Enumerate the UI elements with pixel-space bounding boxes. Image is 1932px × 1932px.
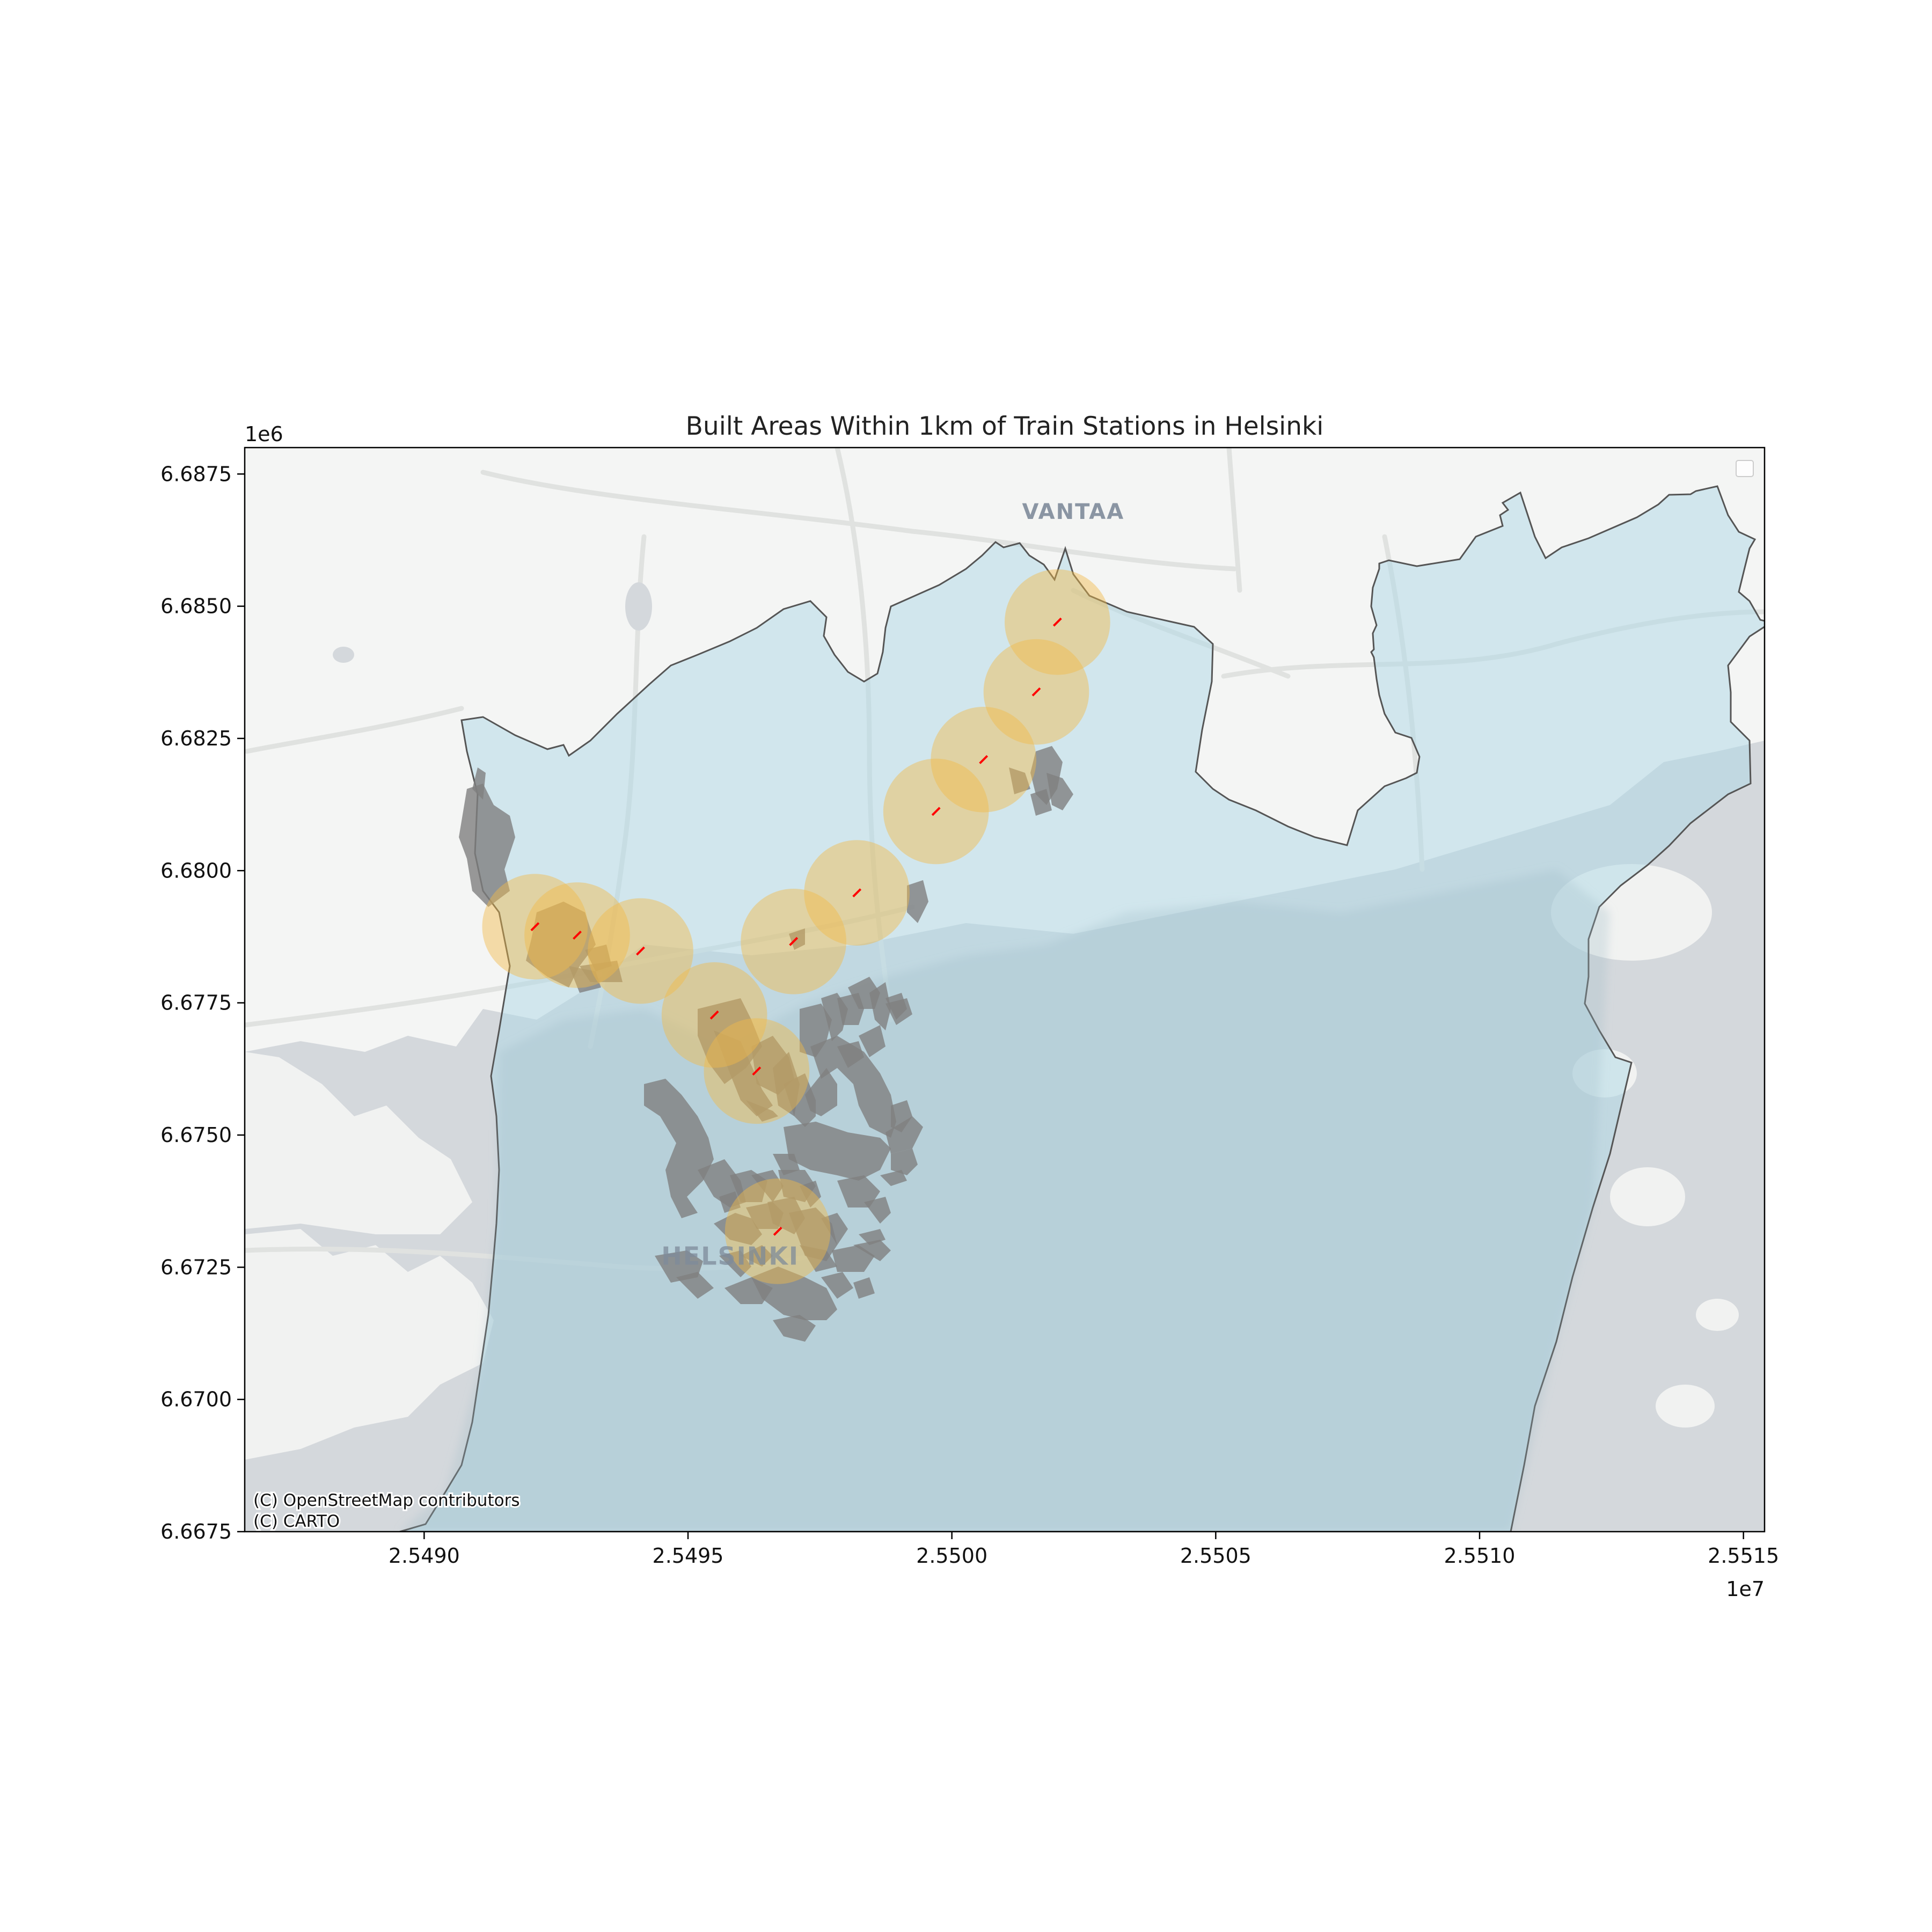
station-marker-5 bbox=[773, 1226, 782, 1236]
basemap-land-details bbox=[245, 864, 1739, 1460]
y-tick-label-7: 6.6850 bbox=[160, 595, 232, 618]
station-marker-2 bbox=[636, 946, 645, 956]
x-tick-label-0: 2.5490 bbox=[389, 1544, 460, 1568]
y-tick-label-6: 6.6825 bbox=[160, 727, 232, 750]
basemap-lakes bbox=[333, 582, 652, 1097]
legend-box bbox=[1736, 460, 1754, 477]
axes-frame bbox=[244, 447, 1766, 1533]
x-tick-label-5: 2.5515 bbox=[1708, 1544, 1779, 1568]
station-marker-9 bbox=[979, 755, 989, 764]
station-marker-1 bbox=[573, 931, 582, 940]
y-tick-label-4: 6.6775 bbox=[160, 991, 232, 1015]
built-areas bbox=[459, 746, 1073, 1342]
map-area: VANTAA HELSINKI (C) OpenStreetMap contri… bbox=[245, 448, 1765, 1532]
attribution-osm: (C) OpenStreetMap contributors bbox=[253, 1491, 519, 1510]
station-marker-0 bbox=[530, 922, 540, 932]
attribution: (C) OpenStreetMap contributors (C) CARTO bbox=[252, 1489, 521, 1532]
place-label-helsinki: HELSINKI bbox=[661, 1241, 799, 1270]
x-offset-label: 1e7 bbox=[1726, 1577, 1765, 1601]
station-marker-4 bbox=[752, 1066, 762, 1076]
station-marker-10 bbox=[1031, 687, 1041, 697]
chart-title: Built Areas Within 1km of Train Stations… bbox=[686, 412, 1324, 441]
station-markers bbox=[530, 617, 1062, 1236]
y-tick-label-1: 6.6700 bbox=[160, 1388, 232, 1411]
y-tick-label-0: 6.6675 bbox=[160, 1520, 232, 1543]
x-tick-label-1: 2.5495 bbox=[653, 1544, 724, 1568]
place-label-vantaa: VANTAA bbox=[1022, 500, 1124, 524]
station-marker-3 bbox=[709, 1010, 719, 1020]
x-tick-label-3: 2.5505 bbox=[1180, 1544, 1252, 1568]
y-tick-label-2: 6.6725 bbox=[160, 1255, 232, 1279]
y-tick-label-5: 6.6800 bbox=[160, 859, 232, 882]
y-tick-label-3: 6.6750 bbox=[160, 1123, 232, 1147]
station-marker-11 bbox=[1052, 617, 1062, 627]
y-offset-label: 1e6 bbox=[245, 422, 283, 446]
station-marker-6 bbox=[789, 936, 799, 946]
station-marker-7 bbox=[852, 888, 862, 898]
station-marker-8 bbox=[931, 807, 941, 816]
y-axis-ticks: 6.6675 6.6700 6.6725 6.6750 6.6775 6.6800 6.68… bbox=[160, 462, 245, 1543]
attribution-carto: (C) CARTO bbox=[253, 1512, 340, 1531]
district-sea-tint bbox=[400, 869, 1610, 1532]
y-tick-label-8: 6.6875 bbox=[160, 462, 232, 486]
x-tick-label-2: 2.5500 bbox=[916, 1544, 987, 1568]
x-axis-ticks: 2.5490 2.5495 2.5500 2.5505 2.5510 2.5515 bbox=[389, 1532, 1779, 1568]
x-tick-label-4: 2.5510 bbox=[1444, 1544, 1516, 1568]
